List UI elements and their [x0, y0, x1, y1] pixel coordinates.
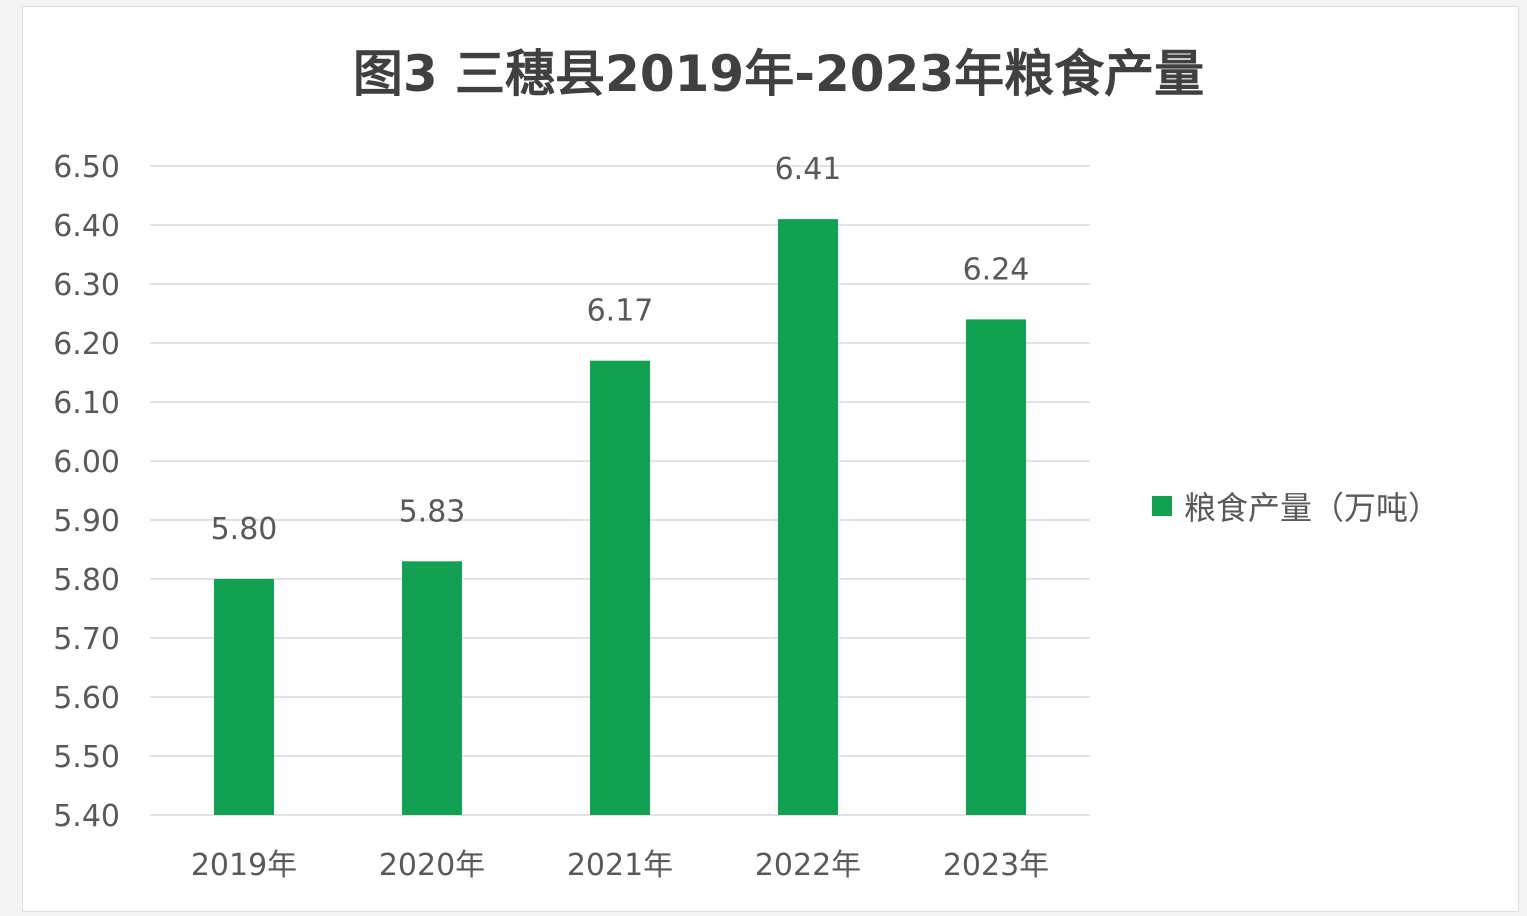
- y-tick-label: 6.50: [53, 150, 120, 185]
- legend-label: 粮食产量（万吨）: [1184, 489, 1441, 527]
- x-tick-label: 2021年: [567, 848, 673, 883]
- bar: [402, 561, 462, 815]
- x-tick-label: 2023年: [943, 848, 1049, 883]
- chart-title: 图3 三穗县2019年-2023年粮食产量: [352, 45, 1205, 103]
- x-tick-label: 2020年: [379, 848, 485, 883]
- legend: 粮食产量（万吨）: [1152, 486, 1441, 527]
- data-label: 5.80: [211, 512, 278, 547]
- y-tick-label: 6.20: [53, 327, 120, 362]
- y-tick-label: 5.60: [53, 681, 120, 716]
- y-tick-label: 6.00: [53, 445, 120, 480]
- bar: [214, 579, 274, 815]
- bar: [966, 319, 1026, 815]
- y-tick-label: 6.40: [53, 209, 120, 244]
- y-tick-label: 6.30: [53, 268, 120, 303]
- data-label: 6.41: [775, 152, 842, 187]
- y-tick-label: 5.80: [53, 563, 120, 598]
- data-label: 5.83: [399, 494, 466, 529]
- y-tick-label: 5.50: [53, 740, 120, 775]
- x-tick-label: 2022年: [755, 848, 861, 883]
- bar: [778, 219, 838, 816]
- data-label: 6.24: [963, 252, 1030, 287]
- data-label: 6.17: [587, 294, 654, 329]
- bar: [590, 360, 650, 815]
- y-tick-label: 5.90: [53, 504, 120, 539]
- y-tick-label: 5.70: [53, 622, 120, 657]
- y-tick-label: 6.10: [53, 386, 120, 421]
- x-tick-label: 2019年: [191, 848, 297, 883]
- y-tick-label: 5.40: [53, 799, 120, 834]
- legend-swatch: [1152, 496, 1172, 516]
